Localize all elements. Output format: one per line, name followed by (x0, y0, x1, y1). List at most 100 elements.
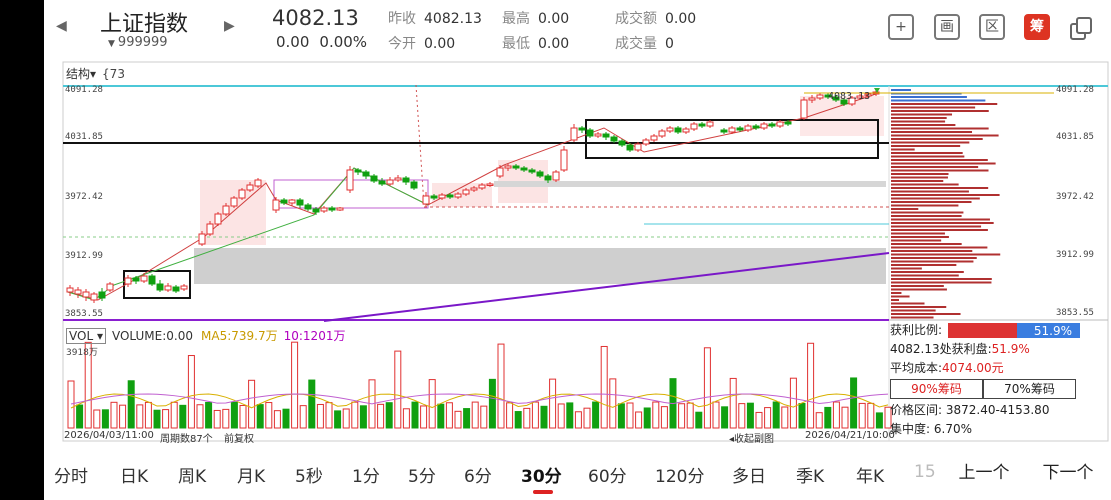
candle-body (848, 97, 856, 105)
candle-body (690, 123, 698, 130)
tab-120m[interactable]: 120分 (655, 467, 705, 487)
region-button[interactable]: 区 (979, 14, 1005, 40)
volume-bar (385, 402, 393, 429)
chip-bar (891, 89, 911, 91)
chip-buttons: 90%筹码 70%筹码 (890, 379, 1076, 399)
tab-season[interactable]: 季K (796, 467, 825, 487)
price-tick-left-2: 4031.85 (65, 132, 103, 142)
chip-bar (891, 288, 947, 291)
volume-bar (480, 405, 488, 429)
share-icon[interactable] (1068, 15, 1094, 41)
current-price-label: 4083.13 (828, 91, 871, 102)
tab-60m[interactable]: 60分 (588, 467, 627, 487)
volume-bar (695, 411, 703, 429)
candle-body (642, 139, 650, 145)
candle-body (346, 169, 354, 191)
candle-body (90, 293, 98, 301)
tab-multiday[interactable]: 多日 (732, 467, 766, 487)
candle-body (148, 275, 156, 285)
price-tick-right-4: 3912.99 (1056, 250, 1094, 260)
tab-month[interactable]: 月K (237, 467, 266, 487)
gray-support-zone (194, 248, 886, 284)
volume-bar (299, 405, 307, 429)
change-value: 0.00 (276, 33, 310, 51)
range-label: 价格区间: (890, 403, 943, 417)
candle-body (528, 169, 536, 173)
candle-body (784, 121, 792, 125)
chip-70-button[interactable]: 70%筹码 (983, 379, 1076, 399)
chip-bar (891, 267, 922, 270)
chip-bar (891, 96, 967, 98)
tab-fenshi[interactable]: 分时 (54, 467, 88, 487)
price-tick-left-4: 3912.99 (65, 251, 103, 261)
chevron-left-icon[interactable]: ◀ (56, 18, 67, 34)
chevron-right-icon[interactable]: ▶ (224, 18, 235, 34)
volume-bar (781, 406, 789, 429)
volume-legend: VOL ▾ VOLUME:0.00 MA5:739.7万 10:1201万 (66, 327, 345, 344)
volume-bar (265, 402, 273, 429)
volume-bar (592, 401, 600, 429)
candle-body (816, 94, 824, 99)
candle-body (570, 127, 578, 141)
volume-bar (76, 404, 84, 429)
chip-bar (891, 260, 974, 263)
chip-bar (891, 313, 961, 315)
chip-bar (891, 131, 973, 133)
tab-year[interactable]: 年K (856, 467, 885, 487)
profit-ratio-row: 获利比例: 51.9% (890, 321, 1090, 340)
kline-chart[interactable] (44, 60, 1111, 450)
prev-stock-button[interactable]: 上一个 (958, 463, 1010, 483)
candle-body (744, 125, 752, 131)
next-stock-button[interactable]: 下一个 (1042, 463, 1094, 483)
volume-bar (325, 402, 333, 429)
end-time: 2026/04/21/10:00 (805, 430, 895, 441)
tab-15[interactable]: 15 (914, 462, 936, 482)
tab-day[interactable]: 日K (120, 467, 149, 487)
concentration-row: 集中度: 6.70% (890, 420, 1090, 439)
chip-bar (891, 236, 949, 238)
candle-body (840, 99, 848, 105)
candle-body (682, 128, 690, 133)
tab-6m[interactable]: 6分 (464, 467, 492, 487)
candle-body (658, 130, 666, 137)
candle-body (650, 135, 658, 141)
chip-bar (891, 239, 942, 242)
volume-bars (67, 341, 892, 429)
candle-body (132, 277, 140, 282)
volume-bar (523, 407, 531, 429)
candle-body (602, 133, 610, 138)
chip-bar (891, 166, 979, 168)
chip-bar (891, 232, 945, 235)
chip-bar (891, 271, 964, 273)
range-value: 3872.40-4153.80 (945, 403, 1050, 417)
collapse-subchart[interactable]: ◂收起副图 (729, 430, 774, 445)
chip-bar (891, 309, 936, 312)
vol-selector[interactable]: VOL ▾ (66, 328, 106, 344)
candle-body (198, 233, 206, 245)
chip-bar (891, 117, 947, 119)
volume-bar (884, 406, 892, 429)
open-label: 今开 (388, 36, 416, 52)
tab-1m[interactable]: 1分 (352, 467, 380, 487)
tab-week[interactable]: 周K (178, 467, 207, 487)
volume-bar (566, 402, 574, 429)
chip-bar (891, 264, 957, 266)
tab-30m[interactable]: 30分 (521, 467, 562, 487)
tab-5m[interactable]: 5分 (408, 467, 436, 487)
volume-bar (746, 402, 754, 429)
structure-indicator[interactable]: 结构▾ {73 (66, 67, 125, 81)
chip-button[interactable]: 筹 (1024, 14, 1050, 40)
volume-bar (230, 401, 238, 429)
volume-bar (660, 406, 668, 429)
stock-code[interactable]: ▼ 999999 (108, 35, 168, 50)
candle-body (462, 189, 470, 195)
candle-body (124, 277, 132, 285)
candle-body (354, 169, 362, 173)
candle-body (280, 199, 288, 204)
quote-low: 最低 0.00 (502, 33, 569, 53)
draw-button[interactable]: 画 (934, 14, 960, 40)
add-button[interactable]: + (888, 14, 914, 40)
chip-90-button[interactable]: 90%筹码 (890, 379, 983, 399)
tab-5s[interactable]: 5秒 (295, 467, 323, 487)
adjust-mode[interactable]: 前复权 (224, 434, 254, 445)
